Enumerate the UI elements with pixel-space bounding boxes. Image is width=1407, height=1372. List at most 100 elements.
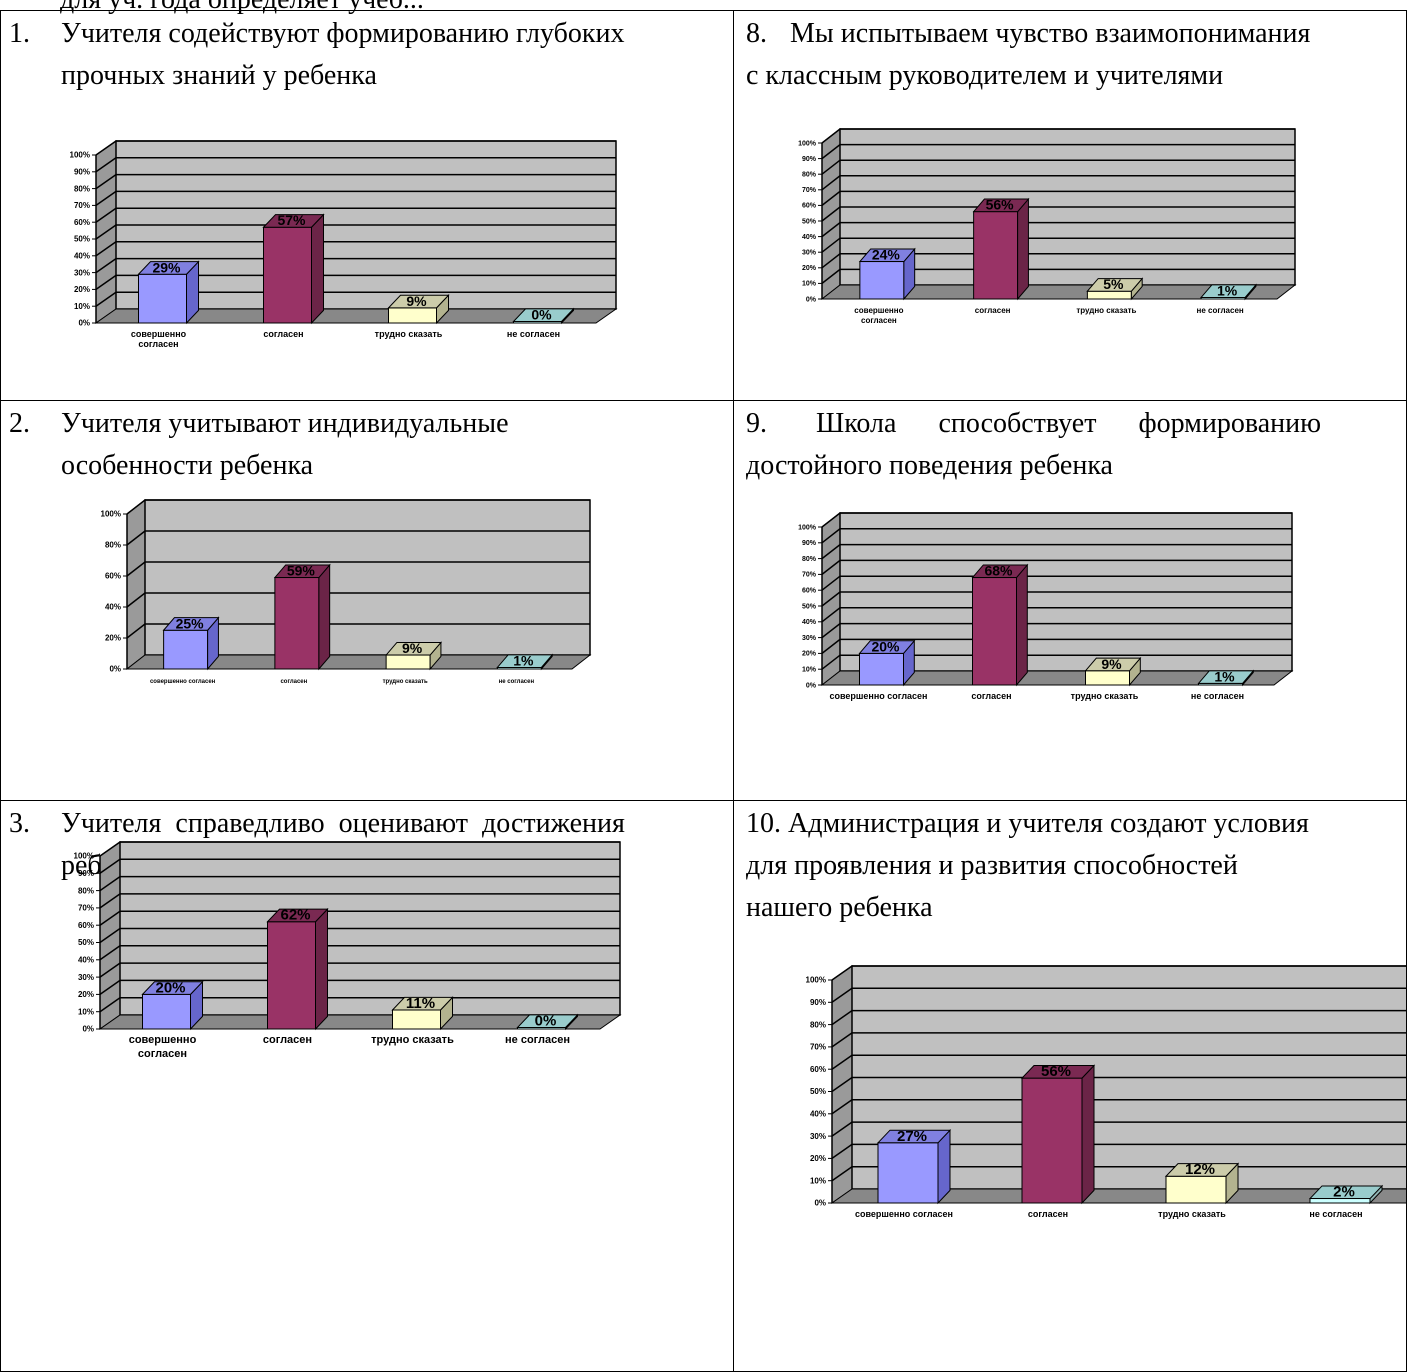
bar-front bbox=[1165, 1175, 1227, 1204]
y-tick-label: 100% bbox=[101, 510, 121, 519]
question-title-line: Школа способствует формированию bbox=[816, 408, 1322, 439]
category-label: трудно сказать bbox=[1076, 306, 1136, 315]
bar-1 bbox=[876, 1128, 952, 1205]
bar-top bbox=[876, 1129, 952, 1144]
y-tick-label: 50% bbox=[74, 235, 90, 244]
question-title-line: для проявления и развития способностей bbox=[746, 850, 1238, 881]
category-label: согласен bbox=[1028, 1209, 1068, 1219]
question-title-line: нашего ребенка bbox=[746, 892, 933, 923]
bar-side bbox=[311, 213, 324, 325]
data-label: 57% bbox=[277, 212, 306, 228]
bar-front bbox=[972, 577, 1017, 686]
gridline bbox=[821, 159, 1295, 175]
gridline bbox=[821, 128, 1295, 144]
bar-4 bbox=[512, 307, 575, 325]
bar-2 bbox=[273, 563, 331, 671]
bar-1 bbox=[858, 639, 916, 687]
y-tick-label: 70% bbox=[802, 572, 817, 579]
bar-front bbox=[392, 1009, 441, 1030]
gridline bbox=[95, 241, 616, 257]
y-tick-label: 80% bbox=[105, 541, 121, 550]
category-label: согласен bbox=[263, 329, 303, 339]
data-label: 9% bbox=[406, 293, 427, 309]
bar-top bbox=[1308, 1185, 1384, 1200]
gridline bbox=[95, 140, 616, 156]
gridline bbox=[126, 499, 590, 515]
bar-top bbox=[141, 981, 204, 995]
cell-q3: 3. Учителя справедливо оценивают достижен… bbox=[0, 800, 734, 1372]
bar-front bbox=[163, 629, 209, 670]
gridline bbox=[99, 875, 620, 892]
y-tick-label: 20% bbox=[105, 634, 121, 643]
gridline bbox=[821, 221, 1295, 238]
gridline bbox=[95, 224, 616, 240]
y-tick-label: 50% bbox=[78, 938, 94, 947]
bar-front bbox=[274, 577, 320, 670]
chart-q10: 0% 10% 20% 30% 40% 50% 60% 70% 80% 90% 100% 27% сове… bbox=[806, 965, 1406, 1219]
gridline bbox=[821, 559, 1292, 575]
y-tick-label: 30% bbox=[74, 268, 90, 277]
y-tick-label: 30% bbox=[810, 1132, 826, 1141]
question-title-line: достойного поведения ребенка bbox=[746, 450, 1113, 481]
question-number: 3. bbox=[9, 808, 30, 839]
category-label: не согласен bbox=[507, 329, 560, 339]
gridline bbox=[821, 253, 1295, 269]
bar-front bbox=[267, 921, 316, 1030]
bar-front bbox=[1085, 670, 1130, 686]
gridline bbox=[95, 274, 616, 291]
bar-front bbox=[263, 226, 312, 324]
gridline bbox=[821, 268, 1295, 284]
gridline bbox=[821, 512, 1292, 528]
data-label: 1% bbox=[1217, 282, 1238, 298]
gridline bbox=[821, 175, 1295, 191]
question-title-line: особенности ребенка bbox=[61, 450, 314, 481]
chart-side-wall bbox=[126, 498, 146, 671]
data-label: 11% bbox=[406, 995, 435, 1012]
y-tick-label: 10% bbox=[78, 1007, 94, 1016]
cell-q2: 2. Учителя учитывают индивидуальные особе… bbox=[0, 400, 734, 801]
y-tick-label: 100% bbox=[798, 524, 817, 531]
gridline bbox=[99, 841, 620, 857]
gridline bbox=[95, 190, 616, 207]
y-tick-label: 0% bbox=[82, 1025, 94, 1034]
bar-top bbox=[1164, 1163, 1240, 1177]
y-tick-label: 80% bbox=[74, 184, 90, 193]
category-label: трудно сказать bbox=[383, 679, 428, 685]
bar-top bbox=[387, 294, 450, 309]
bar-top bbox=[512, 308, 575, 322]
gridline bbox=[821, 607, 1292, 623]
data-label: 9% bbox=[1101, 656, 1122, 672]
bar-front bbox=[1021, 1077, 1083, 1204]
cell-q9: 9. Школа способствует формированию достой… bbox=[733, 400, 1407, 801]
y-tick-label: 100% bbox=[70, 151, 90, 160]
gridline bbox=[821, 543, 1292, 560]
category-label: совершенно bbox=[129, 1034, 197, 1046]
y-tick-label: 40% bbox=[802, 619, 817, 626]
bar-top bbox=[858, 640, 916, 654]
data-label: 29% bbox=[152, 259, 181, 275]
y-tick-label: 80% bbox=[802, 172, 817, 179]
y-tick-label: 40% bbox=[810, 1109, 826, 1118]
question-title-line: Мы испытываем чувство взаимопонимания bbox=[790, 18, 1311, 49]
bar-top bbox=[971, 564, 1029, 579]
gridline bbox=[821, 638, 1292, 654]
bar-side bbox=[1081, 1064, 1095, 1205]
y-tick-label: 20% bbox=[74, 285, 90, 294]
gridline bbox=[99, 962, 620, 978]
question-number: 9. bbox=[746, 408, 767, 439]
y-tick-label: 100% bbox=[798, 140, 817, 147]
gridline bbox=[95, 257, 616, 274]
bar-top bbox=[262, 214, 325, 228]
category-label: не согласен bbox=[1309, 1209, 1362, 1219]
bar-4 bbox=[1308, 1184, 1384, 1205]
chart-q3: 0% 10% 20% 30% 40% 50% 60% 70% 80% 90% 100% 20% сове… bbox=[74, 841, 622, 1060]
gridline bbox=[821, 190, 1295, 206]
y-tick-label: 40% bbox=[802, 234, 817, 241]
bar-front bbox=[385, 654, 431, 670]
data-label: 25% bbox=[176, 615, 205, 631]
y-tick-label: 20% bbox=[78, 990, 94, 999]
cell-title-q1: 1. Учителя содействуют формированию глубо… bbox=[9, 13, 727, 97]
chart-q2: 0% 20% 40% 60% 80% 100% 25% совершенно согласен… bbox=[101, 498, 592, 685]
cell-q10: 10. Администрация и учителя создают усло… bbox=[733, 800, 1407, 1372]
